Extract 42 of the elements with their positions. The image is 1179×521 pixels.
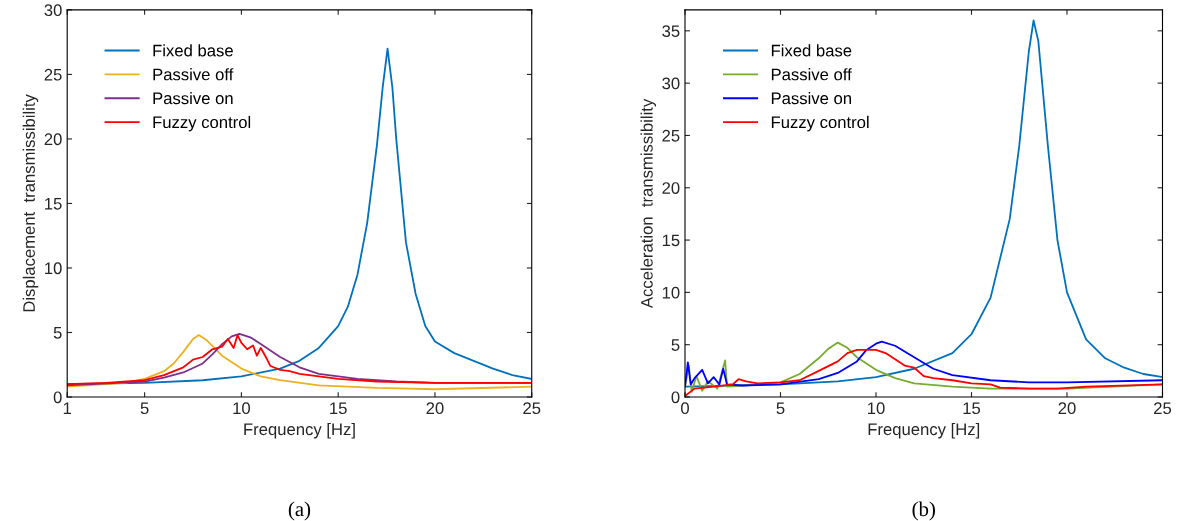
x-tick-label: 15 — [963, 402, 981, 415]
legend-label: Fuzzy control — [153, 115, 251, 132]
x-tick-label: 10 — [868, 402, 885, 415]
legend-label: Passive off — [153, 68, 234, 81]
y-tick-label: 20 — [44, 133, 62, 146]
y-tick-label: 30 — [44, 4, 62, 17]
legend-label: Passive on — [153, 91, 233, 105]
y-tick-label: 10 — [662, 286, 680, 299]
x-tick-label: 20 — [1058, 402, 1076, 415]
legend-label: Fixed base — [771, 44, 852, 57]
y-tick-label: 35 — [662, 25, 680, 38]
y-tick-label: 5 — [671, 339, 680, 351]
x-tick-label: 1 — [63, 402, 72, 414]
x-tick-label: 0 — [681, 402, 689, 415]
legend-label: Passive on — [771, 91, 851, 105]
y-tick-label: 0 — [671, 391, 680, 404]
x-tick-label: 20 — [426, 402, 444, 415]
y-tick-label: 5 — [53, 327, 62, 339]
y-tick-label: 25 — [662, 129, 680, 142]
x-axis-title: Frequency [Hz] — [244, 422, 355, 439]
x-tick-label: 5 — [140, 402, 149, 415]
text: (a) — [288, 501, 311, 521]
legend-label: Passive off — [771, 68, 852, 81]
y-axis-title: Acceleration transmissibility — [640, 98, 657, 309]
y-tick-label: 25 — [44, 68, 62, 81]
legend-label: Fixed base — [153, 44, 233, 57]
y-tick-label: 30 — [662, 77, 680, 90]
text: (b) — [912, 501, 935, 521]
y-axis-title: Displacement transmissibility — [22, 94, 39, 312]
y-tick-label: 15 — [45, 198, 62, 210]
x-tick-label: 25 — [1154, 402, 1172, 415]
x-tick-label: 25 — [523, 402, 541, 415]
y-tick-label: 0 — [53, 391, 62, 404]
x-axis-title: Frequency [Hz] — [868, 422, 980, 439]
x-tick-label: 10 — [233, 402, 251, 415]
line-series — [685, 19, 1163, 388]
y-tick-label: 10 — [45, 262, 62, 275]
y-tick-label: 20 — [662, 182, 680, 194]
x-tick-label: 15 — [330, 402, 347, 415]
x-tick-label: 5 — [776, 402, 785, 415]
y-tick-label: 15 — [662, 234, 680, 247]
legend-label: Fuzzy control — [771, 115, 869, 132]
